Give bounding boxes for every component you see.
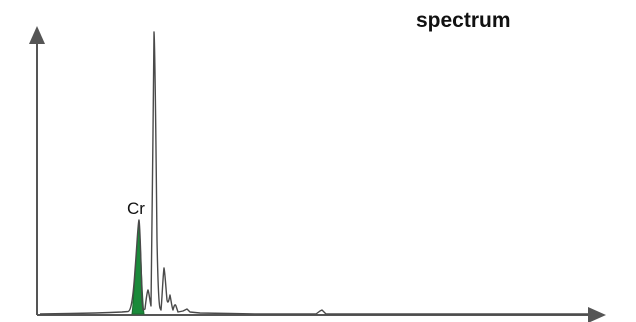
y-axis-arrow [29,26,45,44]
x-axis-arrow [588,307,606,322]
figure-title: spectrum [416,9,511,32]
spectrum-trace [39,31,588,315]
cr-peak-label: Cr [127,199,145,218]
